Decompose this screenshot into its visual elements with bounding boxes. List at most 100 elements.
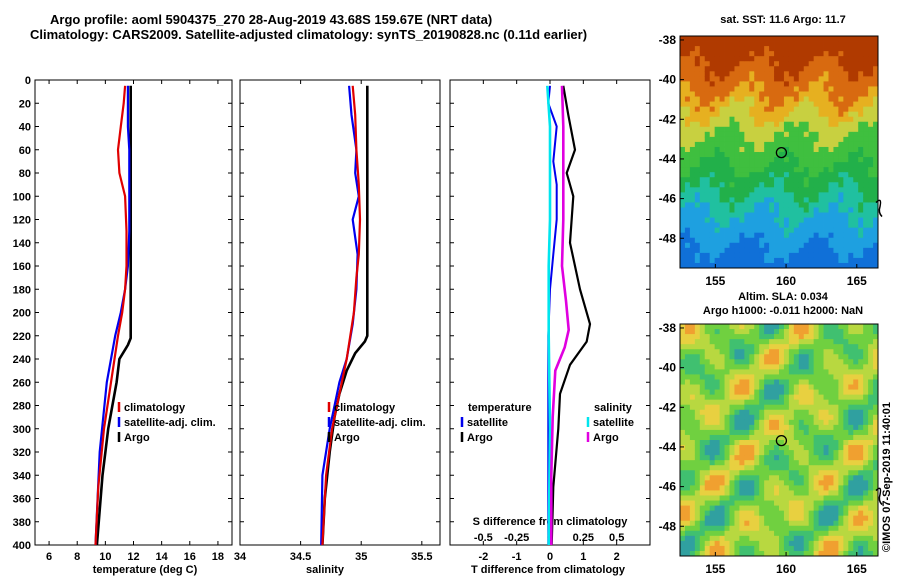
sla-cell xyxy=(714,515,720,522)
sla-cell xyxy=(739,545,745,552)
sla-cell xyxy=(803,455,810,461)
sst-cell xyxy=(813,131,819,138)
sla-cell xyxy=(684,379,691,385)
sst-cell xyxy=(779,136,785,143)
sla-cell xyxy=(788,500,795,506)
sst-cell xyxy=(680,71,686,77)
sst-cell xyxy=(694,86,701,92)
sla-cell xyxy=(813,394,819,401)
sla-cell xyxy=(873,505,879,512)
sst-cell xyxy=(828,262,834,269)
sla-cell xyxy=(783,364,790,370)
sst-cell xyxy=(818,41,824,47)
sla-cell xyxy=(818,525,824,532)
sst-cell xyxy=(764,232,770,239)
sst-cell xyxy=(863,207,869,213)
sst-cell xyxy=(843,36,849,42)
sla-cell xyxy=(734,384,740,390)
sal-satellite-diff-line xyxy=(546,85,552,546)
sla-cell xyxy=(779,550,785,557)
sla-cell xyxy=(828,379,834,385)
sst-cell xyxy=(714,116,720,123)
sst-cell xyxy=(709,182,716,188)
sst-cell xyxy=(739,96,745,102)
sla-cell xyxy=(863,404,869,411)
sst-cell xyxy=(783,121,790,128)
sst-cell xyxy=(828,56,834,62)
sst-cell xyxy=(848,106,854,113)
sst-cell xyxy=(798,111,805,118)
sst-cell xyxy=(719,217,725,224)
sst-cell xyxy=(783,116,790,123)
sla-cell xyxy=(759,414,765,421)
sla-cell xyxy=(818,490,824,496)
sst-cell xyxy=(680,237,686,244)
sst-cell xyxy=(739,121,745,128)
sst-cell xyxy=(744,152,750,158)
sst-cell xyxy=(684,152,691,158)
sst-cell xyxy=(779,257,785,264)
sla-cell xyxy=(734,344,740,350)
sla-cell xyxy=(684,490,691,496)
sla-cell xyxy=(689,535,696,542)
sla-cell xyxy=(734,434,740,441)
sst-cell xyxy=(704,116,711,123)
sst-cell xyxy=(868,46,874,52)
sla-cell xyxy=(788,364,795,370)
sst-cell xyxy=(680,257,686,264)
sst-cell xyxy=(694,227,701,234)
sst-cell xyxy=(699,187,706,193)
sla-cell xyxy=(793,535,800,542)
y-tick-label: 0 xyxy=(25,75,31,87)
sst-cell xyxy=(793,252,800,259)
sla-cell xyxy=(694,505,701,512)
sla-cell xyxy=(783,480,790,486)
temp-argo-diff-line xyxy=(550,85,592,546)
sla-cell xyxy=(838,455,844,461)
sst-cell xyxy=(798,172,805,178)
sst-cell xyxy=(833,71,839,77)
sst-cell xyxy=(783,136,790,143)
sla-cell xyxy=(858,535,864,542)
sla-cell xyxy=(793,520,800,527)
sla-cell xyxy=(813,359,819,365)
sst-cell xyxy=(808,96,815,102)
sst-cell xyxy=(788,56,795,62)
sst-cell xyxy=(813,46,819,52)
sla-cell xyxy=(744,490,750,496)
sst-cell xyxy=(833,167,839,173)
sla-cell xyxy=(853,399,859,406)
sst-cell xyxy=(714,96,720,102)
sst-cell xyxy=(769,51,775,57)
sst-cell xyxy=(803,167,810,173)
sla-cell xyxy=(823,344,829,350)
sla-cell xyxy=(689,414,696,421)
salinity-diff-tick-label: -0.5 xyxy=(474,532,493,544)
sla-cell xyxy=(873,465,879,471)
sst-cell xyxy=(704,257,711,264)
sst-cell xyxy=(724,146,730,153)
sst-cell xyxy=(704,81,711,87)
sla-cell xyxy=(818,445,824,451)
sla-cell xyxy=(798,404,805,411)
sla-cell xyxy=(680,359,686,365)
sst-cell xyxy=(788,162,795,168)
sst-cell xyxy=(689,167,696,173)
sst-cell xyxy=(823,61,829,67)
sst-cell xyxy=(803,252,810,259)
sst-cell xyxy=(838,91,844,97)
sst-cell xyxy=(684,106,691,113)
sst-cell xyxy=(833,197,839,203)
sla-cell xyxy=(838,525,844,532)
sla-cell xyxy=(843,354,849,360)
sst-cell xyxy=(838,162,844,168)
sst-cell xyxy=(754,146,760,153)
sst-cell xyxy=(769,41,775,47)
sst-cell xyxy=(838,96,844,102)
sst-cell xyxy=(764,247,770,254)
sst-cell xyxy=(808,217,815,224)
sst-cell xyxy=(798,91,805,97)
sla-cell xyxy=(828,389,834,396)
sst-cell xyxy=(694,71,701,77)
sla-cell xyxy=(739,460,745,466)
